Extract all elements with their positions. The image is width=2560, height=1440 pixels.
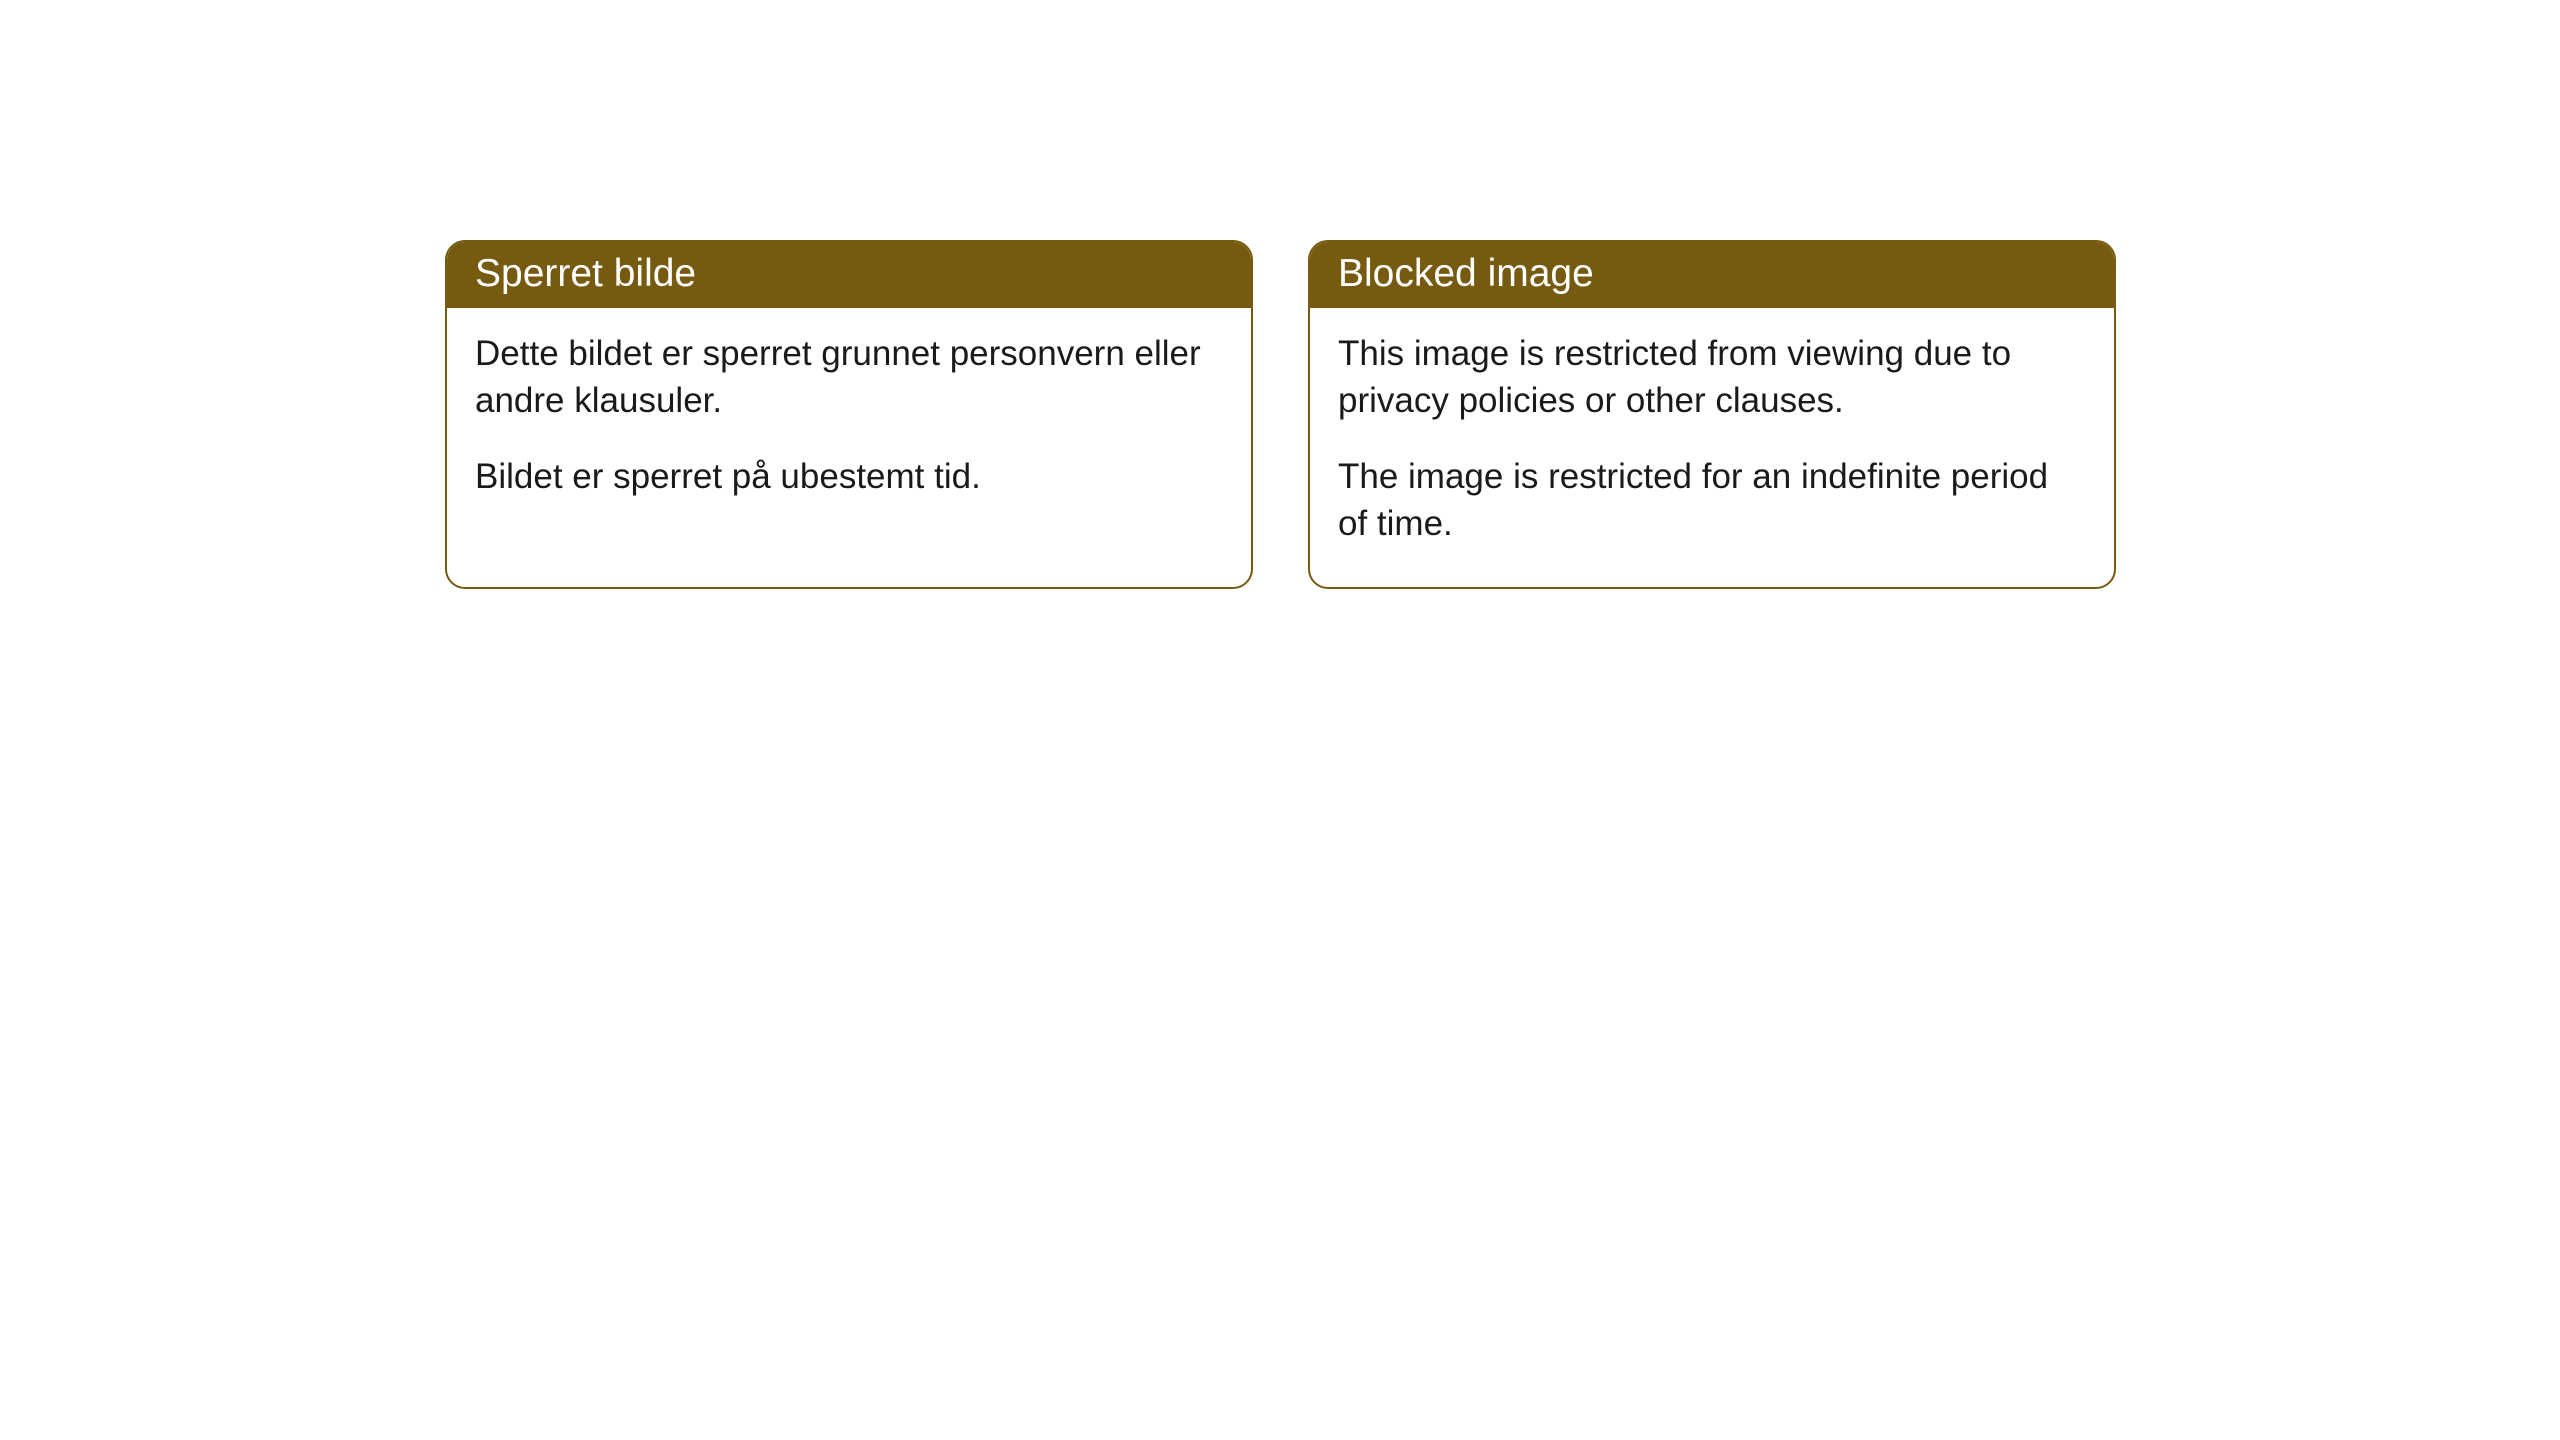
card-text-reason-norwegian: Dette bildet er sperret grunnet personve… bbox=[475, 330, 1223, 425]
cards-container: Sperret bilde Dette bildet er sperret gr… bbox=[445, 240, 2116, 589]
card-body-norwegian: Dette bildet er sperret grunnet personve… bbox=[447, 308, 1251, 540]
card-header-norwegian: Sperret bilde bbox=[447, 242, 1251, 308]
blocked-image-card-english: Blocked image This image is restricted f… bbox=[1308, 240, 2116, 589]
blocked-image-card-norwegian: Sperret bilde Dette bildet er sperret gr… bbox=[445, 240, 1253, 589]
card-text-duration-english: The image is restricted for an indefinit… bbox=[1338, 453, 2086, 548]
card-text-duration-norwegian: Bildet er sperret på ubestemt tid. bbox=[475, 453, 1223, 500]
card-text-reason-english: This image is restricted from viewing du… bbox=[1338, 330, 2086, 425]
card-body-english: This image is restricted from viewing du… bbox=[1310, 308, 2114, 587]
card-header-english: Blocked image bbox=[1310, 242, 2114, 308]
